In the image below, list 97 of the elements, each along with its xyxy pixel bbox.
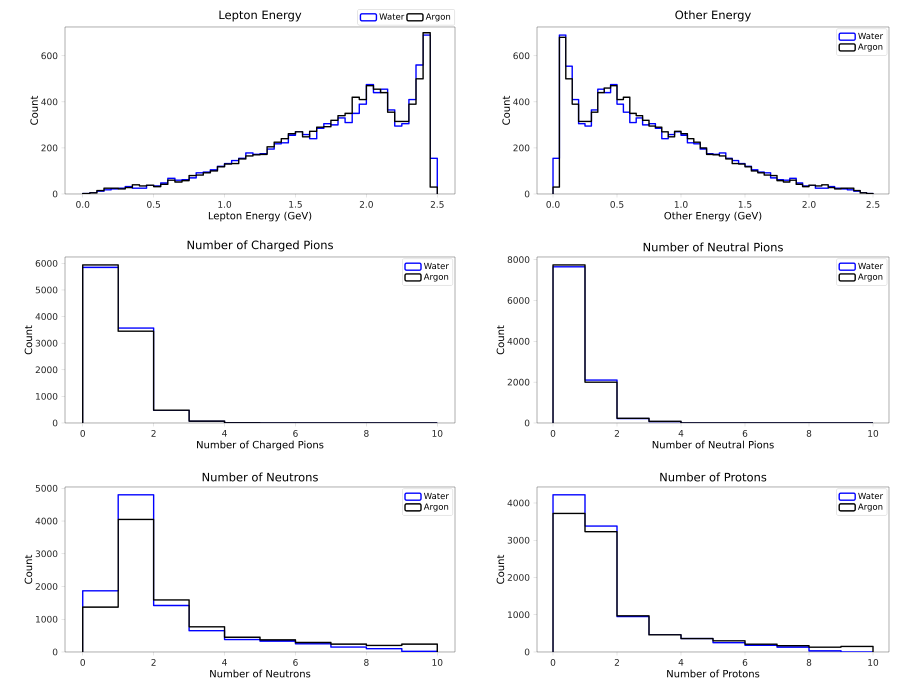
chart-title: Other Energy: [675, 10, 751, 22]
x-axis-title: Number of Neutrons: [210, 670, 310, 678]
y-tick-label: 0: [52, 420, 58, 426]
y-tick-label: 2000: [36, 583, 58, 590]
y-axis-title: Count: [30, 96, 38, 125]
legend-label: Argon: [858, 504, 882, 512]
x-axis-title: Number of Neutral Pions: [652, 440, 774, 448]
y-tick-label: 200: [513, 144, 530, 152]
y-tick-label: 2000: [36, 366, 58, 374]
legend-label: Water: [424, 492, 449, 500]
x-tick-label: 0.0: [76, 201, 90, 208]
chart-title: Number of Neutral Pions: [644, 242, 783, 252]
y-tick-label: 400: [41, 98, 58, 106]
x-axis-title: Other Energy (GeV): [664, 212, 762, 222]
x-tick-label: 0.5: [147, 201, 160, 208]
y-tick-label: 6000: [508, 297, 530, 304]
x-tick-label: 1.0: [674, 201, 688, 208]
x-tick-label: 4: [222, 659, 227, 666]
y-tick-label: 200: [41, 144, 58, 152]
x-tick-label: 0.5: [610, 201, 624, 208]
y-tick-label: 0: [524, 648, 530, 656]
x-tick-label: 4: [678, 430, 684, 437]
y-tick-label: 1000: [508, 611, 530, 618]
y-tick-label: 1000: [36, 392, 58, 400]
y-tick-label: 4000: [508, 338, 530, 345]
x-tick-label: 10: [432, 430, 442, 437]
y-tick-label: 6000: [36, 260, 58, 267]
x-tick-label: 8: [364, 430, 369, 437]
x-tick-label: 8: [806, 659, 812, 666]
y-tick-label: 1000: [36, 616, 58, 623]
chart-title: Lepton Energy: [219, 10, 302, 22]
y-axis-title: Count: [496, 325, 504, 354]
y-tick-label: 0: [524, 190, 530, 198]
x-tick-label: 6: [742, 659, 748, 666]
x-axis-title: Number of Protons: [667, 670, 760, 678]
y-axis-title: Count: [502, 96, 510, 125]
y-axis-title: Count: [24, 554, 32, 584]
x-tick-label: 2.5: [430, 201, 444, 208]
y-tick-label: 0: [524, 420, 530, 426]
chart-title: Number of Neutrons: [202, 472, 318, 482]
y-tick-label: 4000: [36, 313, 58, 320]
x-axis-title: Lepton Energy (GeV): [208, 212, 312, 222]
y-tick-label: 3000: [508, 536, 530, 544]
y-axis-title: Count: [24, 325, 32, 354]
y-tick-label: 0: [52, 648, 58, 656]
x-tick-label: 6: [293, 659, 298, 666]
legend-label: Argon: [858, 274, 882, 282]
x-tick-label: 6: [293, 430, 298, 437]
x-tick-label: 1.0: [218, 201, 232, 208]
x-tick-label: 10: [868, 430, 878, 437]
x-tick-label: 2: [151, 430, 156, 437]
x-tick-label: 2: [614, 430, 619, 437]
legend-label: Argon: [424, 504, 448, 512]
legend-label: Argon: [424, 274, 448, 282]
x-tick-label: 1.5: [289, 201, 302, 208]
y-tick-label: 600: [41, 52, 58, 60]
x-tick-label: 0: [80, 659, 85, 666]
x-tick-label: 2: [151, 659, 156, 666]
legend-label: Argon: [858, 44, 882, 52]
y-tick-label: 5000: [36, 484, 58, 492]
y-tick-label: 4000: [508, 500, 530, 506]
y-tick-label: 5000: [36, 286, 58, 294]
legend-label: Water: [858, 32, 884, 40]
x-tick-label: 10: [432, 659, 442, 666]
y-axis-title: Count: [496, 554, 504, 584]
x-tick-label: 2.5: [866, 201, 880, 208]
y-tick-label: 0: [52, 190, 58, 198]
x-tick-label: 1.5: [738, 201, 752, 208]
y-tick-label: 2000: [508, 574, 530, 581]
y-tick-label: 3000: [36, 340, 58, 347]
legend-label: Water: [424, 262, 449, 270]
x-tick-label: 10: [868, 659, 878, 666]
legend-label: Water: [858, 262, 884, 270]
x-tick-label: 8: [364, 659, 369, 666]
y-tick-label: 400: [513, 98, 530, 106]
chart-title: Number of Protons: [660, 472, 766, 482]
x-tick-label: 8: [806, 430, 812, 437]
y-tick-label: 3000: [36, 550, 58, 558]
y-tick-label: 8000: [508, 256, 530, 264]
x-tick-label: 0: [80, 430, 85, 437]
chart-title: Number of Charged Pions: [188, 240, 333, 252]
x-tick-label: 2: [614, 659, 619, 666]
x-tick-label: 0: [550, 659, 556, 666]
legend-label: Argon: [426, 13, 450, 22]
x-tick-label: 6: [742, 430, 748, 437]
legend-label: Water: [379, 13, 404, 20]
y-tick-label: 4000: [36, 518, 58, 524]
x-axis-title: Number of Charged Pions: [197, 440, 324, 450]
x-tick-label: 2.0: [360, 201, 373, 208]
x-tick-label: 0: [550, 430, 556, 437]
x-tick-label: 4: [678, 659, 684, 666]
x-tick-label: 2.0: [802, 201, 816, 208]
y-tick-label: 600: [513, 52, 530, 60]
x-tick-label: 0.0: [546, 201, 560, 208]
x-tick-label: 4: [222, 430, 227, 437]
legend-label: Water: [858, 492, 884, 500]
y-tick-label: 2000: [508, 378, 530, 386]
